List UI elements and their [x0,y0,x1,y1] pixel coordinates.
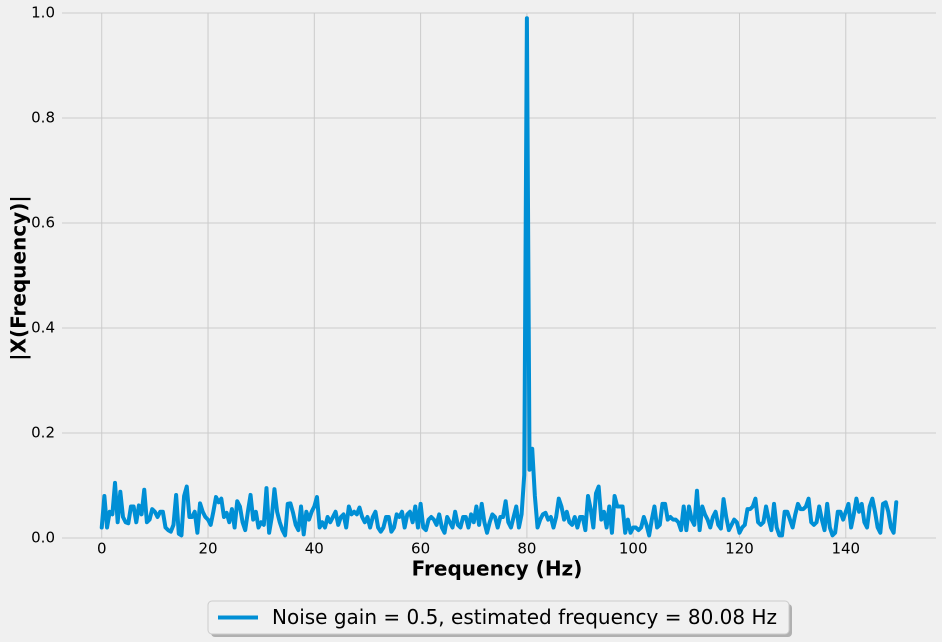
x-tick-label: 80 [517,540,536,558]
x-tick-label: 140 [831,540,860,558]
y-tick-label: 0.0 [31,529,55,547]
x-tick-label: 40 [305,540,324,558]
y-tick-label: 1.0 [31,4,55,22]
x-tick-label: 0 [97,540,107,558]
legend-label: Noise gain = 0.5, estimated frequency = … [272,605,777,629]
x-tick-label: 120 [725,540,754,558]
y-axis-label: |X(Frequency)| [7,195,31,360]
x-tick-label: 60 [411,540,430,558]
legend: Noise gain = 0.5, estimated frequency = … [207,600,792,637]
y-tick-label: 0.6 [31,214,55,232]
y-tick-label: 0.4 [31,319,55,337]
data-line [99,16,899,538]
x-tick-label: 20 [198,540,217,558]
y-tick-label: 0.2 [31,424,55,442]
x-tick-label: 100 [619,540,648,558]
legend-box [207,600,790,635]
x-axis-label: Frequency (Hz) [412,557,583,581]
y-tick-label: 0.8 [31,109,55,127]
